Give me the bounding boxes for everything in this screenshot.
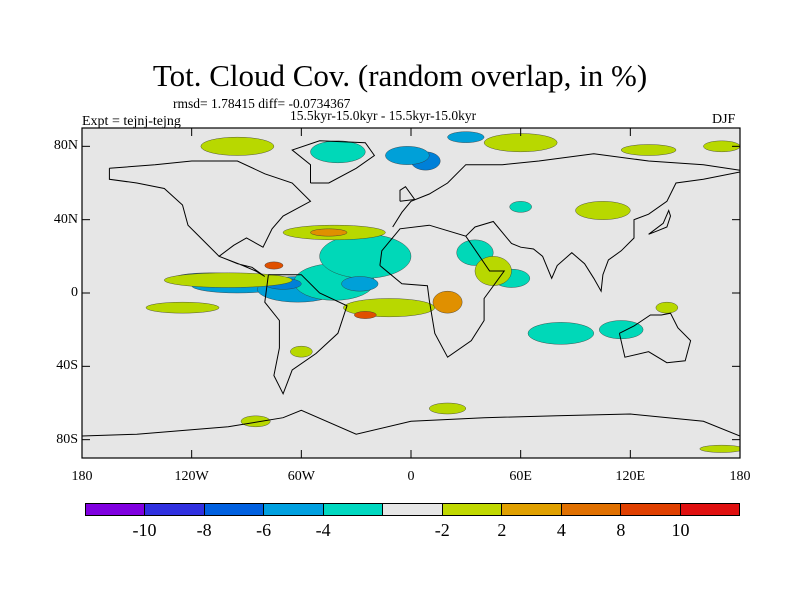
colorbar-box <box>204 504 265 515</box>
x-tick-label: 60E <box>509 469 532 484</box>
period-line: 15.5kyr-15.0kyr - 15.5kyr-15.0kyr <box>290 108 477 123</box>
colorbar-box <box>502 504 562 515</box>
colorbar-label: 4 <box>556 520 566 540</box>
anomaly-patch <box>341 276 379 292</box>
colorbar <box>85 503 740 516</box>
anomaly-patch <box>620 144 677 156</box>
y-tick-label: 80N <box>53 138 78 154</box>
anomaly-patch <box>385 146 430 165</box>
coastline <box>379 224 506 358</box>
colorbar-label: 10 <box>671 520 690 540</box>
y-tick-label: 40N <box>53 211 78 227</box>
anomaly-patch <box>432 290 463 314</box>
colorbar-label: -2 <box>434 520 450 540</box>
anomaly-patch <box>699 444 740 453</box>
anomaly-patch <box>509 201 532 213</box>
season-label: DJF <box>712 112 736 127</box>
anomaly-patch <box>164 272 293 288</box>
map-background <box>82 128 740 458</box>
coastline <box>82 409 740 437</box>
plot-title: Tot. Cloud Cov. (random overlap, in %) <box>152 58 648 93</box>
colorbar-box <box>86 504 146 515</box>
anomaly-patch <box>200 136 275 156</box>
coastline <box>108 160 312 277</box>
anomaly-patch <box>527 322 594 345</box>
coastlines <box>82 140 740 437</box>
colorbar-box <box>561 504 622 515</box>
colorbar-label: -4 <box>315 520 331 540</box>
anomaly-patch <box>483 133 558 153</box>
x-tick-label: 180 <box>71 469 93 484</box>
coastline <box>291 140 376 184</box>
coastline <box>392 153 740 228</box>
colorbar-label: 2 <box>497 520 507 540</box>
x-tick-label: 60W <box>287 469 315 484</box>
x-tick-label: 120E <box>615 469 646 484</box>
colorbar-label: -10 <box>132 520 157 540</box>
colorbar-box <box>621 504 681 515</box>
colorbar-box <box>145 504 205 515</box>
x-tick-label: 0 <box>407 469 415 484</box>
anomaly-patch <box>240 415 271 428</box>
colorbar-box <box>383 504 443 515</box>
coastline <box>465 171 740 293</box>
coastline <box>648 209 672 235</box>
colorbar-box <box>442 504 503 515</box>
anomaly-patch <box>319 234 412 279</box>
anomaly-patch <box>290 345 313 358</box>
anomaly-field <box>145 131 740 453</box>
y-tick-label: 0 <box>71 285 78 300</box>
y-tick-label: 80S <box>56 431 78 447</box>
coastline <box>399 186 416 202</box>
x-tick-label: 180 <box>729 469 751 484</box>
colorbar-label: -6 <box>256 520 272 540</box>
anomaly-patch <box>429 402 467 415</box>
x-tick-label: 120W <box>174 469 209 484</box>
anomaly-patch <box>310 228 348 237</box>
coastline <box>618 312 692 364</box>
stats-line: rmsd= 1.78415 diff= -0.0734367 <box>173 96 351 111</box>
colorbar-label: -8 <box>196 520 212 540</box>
y-tick-label: 40S <box>56 358 78 374</box>
experiment-label: Expt = tejnj-tejng <box>82 114 181 129</box>
colorbar-box <box>323 504 384 515</box>
anomaly-patch <box>310 140 366 164</box>
anomaly-patch <box>354 311 377 319</box>
colorbar-label: 8 <box>616 520 626 540</box>
colorbar-box <box>680 504 739 515</box>
anomaly-patch <box>575 201 631 220</box>
anomaly-patch <box>599 320 644 340</box>
coastline <box>264 274 348 396</box>
anomaly-patch <box>703 140 740 153</box>
anomaly-patch <box>655 301 679 314</box>
axis-ticks <box>81 128 741 458</box>
colorbar-box <box>264 504 324 515</box>
anomaly-patch <box>145 301 220 314</box>
anomaly-patch <box>447 131 485 143</box>
anomaly-patch <box>264 261 284 270</box>
